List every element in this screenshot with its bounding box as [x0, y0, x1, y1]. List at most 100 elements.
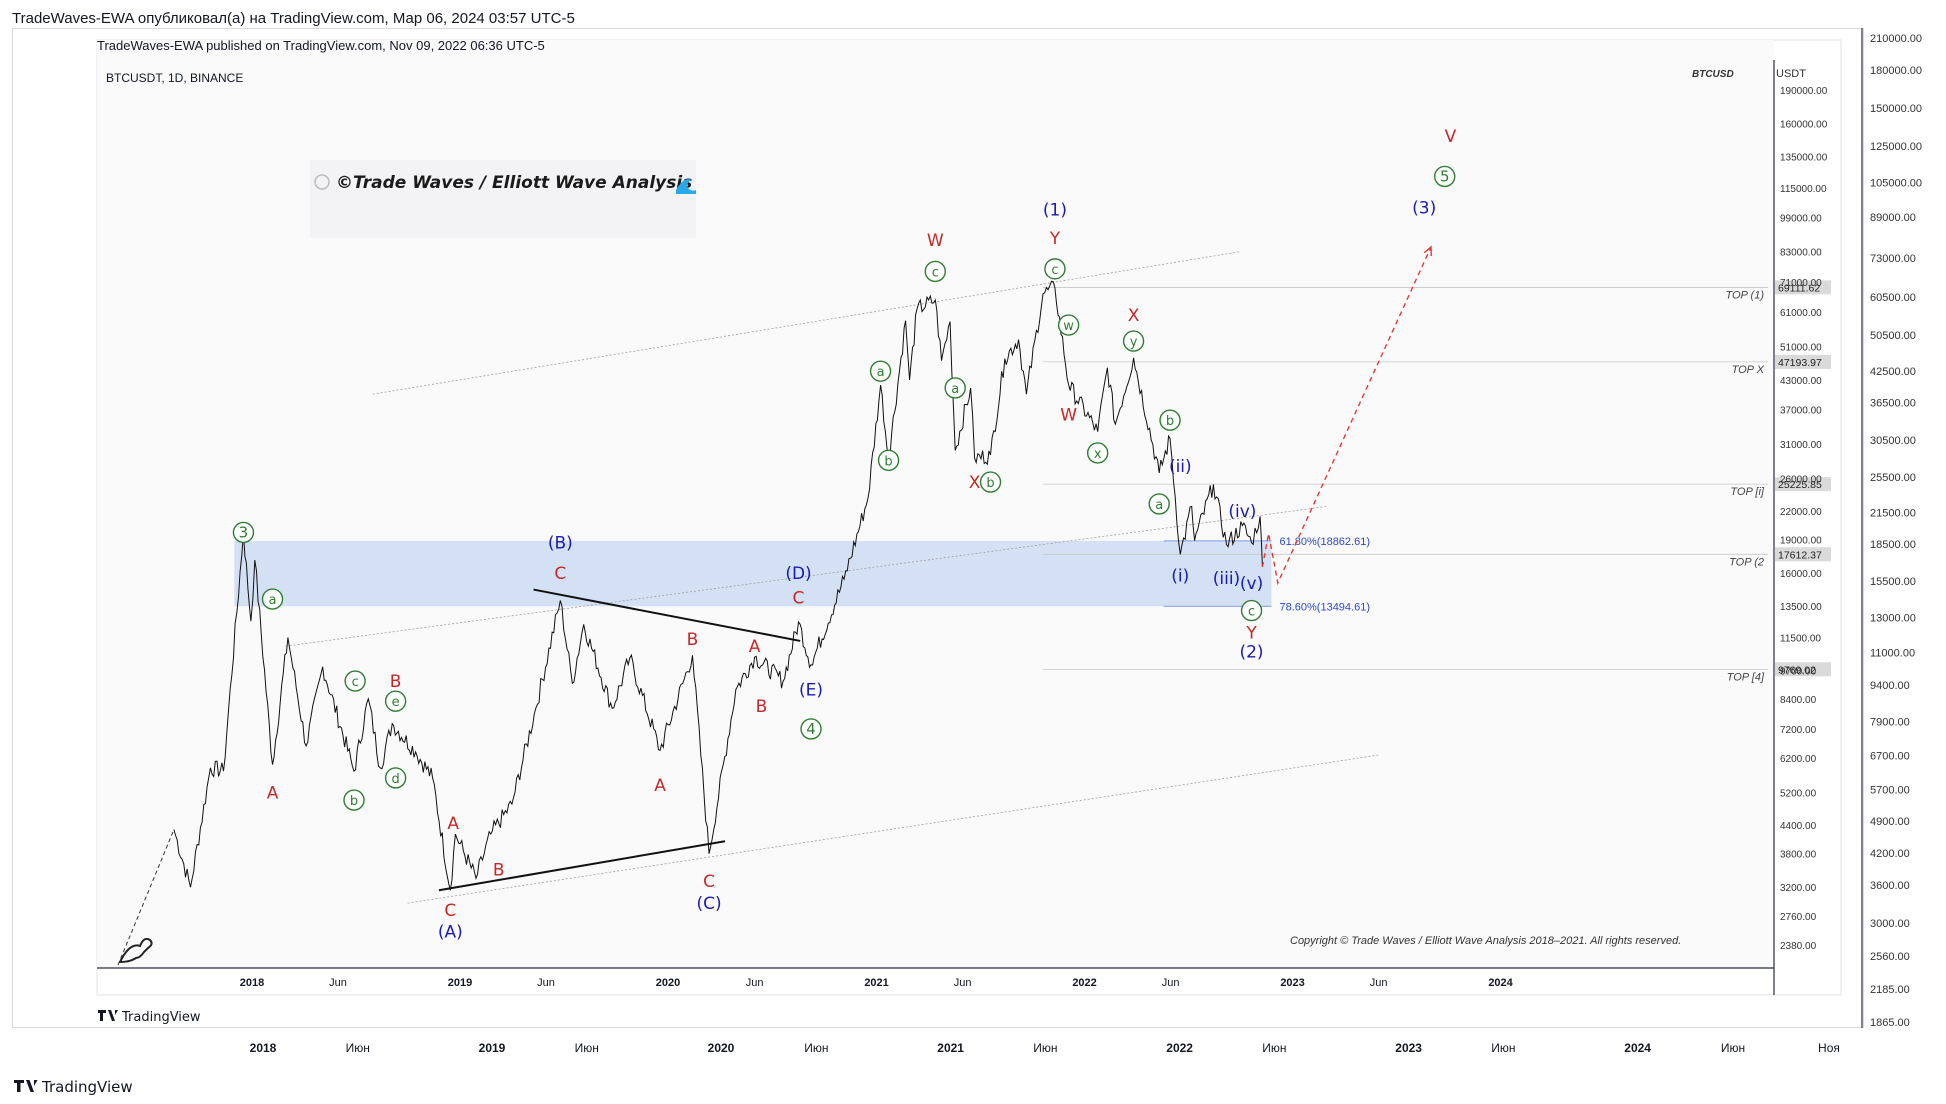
wave-circle: [261, 588, 284, 610]
y-tick-inner: 135000.00: [1780, 153, 1828, 164]
wave-label: Y: [1245, 623, 1257, 643]
wave-label: a: [269, 593, 277, 608]
wave-label: c: [1051, 263, 1058, 278]
x-tick-outer: 2018: [250, 1041, 277, 1055]
symbol-label: BTCUSDT, 1D, BINANCE: [106, 71, 243, 85]
wave-label: X: [1128, 306, 1140, 326]
logo-panel: [310, 160, 696, 238]
price-tag-bg: [1775, 662, 1831, 677]
x-tick-outer: 2022: [1166, 1041, 1193, 1055]
price-tag: 25225.85: [1778, 479, 1822, 491]
wave-label: d: [391, 772, 399, 787]
wave-label-circle: a: [869, 360, 892, 382]
wave-circle: [1057, 314, 1080, 336]
y-tick-inner: 4400.00: [1780, 821, 1817, 832]
wave-circle: [1086, 442, 1109, 464]
wave-labels: 3aAcbBedABC(A)(B)CBAC(C)ABC(D)(E)4abcWaX…: [232, 127, 1457, 943]
wave-label: b: [1166, 414, 1174, 429]
x-tick-outer: 2020: [708, 1041, 735, 1055]
lead-in-line: [117, 829, 175, 966]
outer-caption: TradeWaves-EWA опубликовал(а) на Trading…: [12, 10, 575, 27]
y-tick-outer: 9400.00: [1870, 680, 1910, 692]
x-tick-inner: Jun: [329, 977, 347, 989]
y-tick-outer: 21500.00: [1870, 508, 1916, 520]
wave-circle: [344, 670, 366, 692]
wave-label-circle: e: [384, 690, 407, 712]
wave-label-circle: c: [1044, 258, 1066, 280]
y-tick-outer: 3600.00: [1870, 880, 1910, 892]
y-tick-outer: 25500.00: [1870, 472, 1916, 484]
y-tick-inner: 2380.00: [1780, 941, 1817, 952]
wave-label: B: [390, 672, 402, 692]
wave-label: C: [554, 564, 566, 584]
y-tick-outer: 150000.00: [1870, 103, 1922, 115]
y-tick-outer: 2185.00: [1870, 984, 1910, 996]
y-tick-inner: 22000.00: [1780, 507, 1822, 518]
x-tick-inner: 2021: [864, 977, 888, 989]
y-tick-outer: 30500.00: [1870, 435, 1916, 447]
fib-zone-rect: [234, 540, 1272, 607]
level-label: TOP (1): [1725, 289, 1764, 301]
price-tag-bg: [1775, 280, 1831, 295]
wave-label: A: [749, 637, 761, 657]
y-tick-inner: 71000.00: [1780, 278, 1822, 289]
price-line: [173, 280, 1263, 891]
fib-level-label: 78.60%(13494.61): [1279, 601, 1370, 613]
wave-circle: [800, 718, 822, 740]
inner-brand: TradingView: [98, 1010, 201, 1025]
wave-label: x: [1094, 447, 1102, 462]
wave-label-circle: y: [1122, 330, 1145, 352]
y-tick-inner: 51000.00: [1780, 343, 1822, 354]
y-tick-outer: 5700.00: [1870, 784, 1910, 796]
wave-label: (3): [1412, 199, 1436, 219]
channel-lines: TOP (1) TOP X TOP [i] TOP (2 TOP [4]: [285, 251, 1768, 904]
y-tick-outer: 36500.00: [1870, 397, 1916, 409]
y-tick-outer: 73000.00: [1870, 253, 1916, 265]
wave-label-circle: w: [1057, 314, 1080, 336]
y-tick-inner: 43000.00: [1780, 376, 1822, 387]
x-tick-inner: Jun: [746, 977, 764, 989]
y-tick-inner: 6200.00: [1780, 754, 1817, 765]
x-tick-inner: Jun: [1370, 977, 1388, 989]
y-tick-inner: 160000.00: [1780, 120, 1828, 131]
wave-label: 3: [239, 523, 249, 541]
y-tick-outer: 11000.00: [1870, 647, 1915, 659]
currency-label: USDT: [1776, 68, 1806, 80]
triangle-upper-line: [533, 588, 801, 642]
channel-line: [285, 506, 1327, 647]
y-tick-outer: 210000.00: [1870, 33, 1922, 45]
wave-label-circle: x: [1086, 442, 1109, 464]
outer-brand-text: TradingView: [41, 1078, 133, 1096]
x-tick-outer: Июн: [1033, 1041, 1057, 1055]
wave-circle: [1240, 599, 1263, 622]
wave-label-circle: a: [944, 377, 966, 399]
logo-mark-icon: [314, 174, 330, 190]
y-tick-inner: 5200.00: [1780, 788, 1817, 799]
y-tick-outer: 60500.00: [1870, 292, 1916, 304]
price-tag-bg: [1775, 354, 1831, 369]
y-tick-outer: 125000.00: [1870, 141, 1922, 153]
wave-label: w: [1063, 319, 1074, 334]
y-tick-inner: 3200.00: [1780, 883, 1817, 894]
x-tick-inner: 2022: [1072, 977, 1096, 989]
x-tick-outer: Июн: [804, 1041, 828, 1055]
wave-label: Y: [1049, 229, 1061, 249]
wave-label: (B): [548, 534, 573, 554]
y-tick-outer: 42500.00: [1870, 366, 1916, 378]
x-tick-inner: Jun: [537, 977, 555, 989]
x-tick-inner: 2023: [1280, 977, 1304, 989]
y-tick-outer: 4900.00: [1870, 816, 1910, 828]
channel-line: [372, 251, 1241, 395]
y-tick-inner: 2760.00: [1780, 912, 1817, 923]
x-tick-outer: 2024: [1624, 1041, 1651, 1055]
wave-circle: [343, 789, 365, 811]
y-tick-inner: 9700.00: [1780, 667, 1817, 678]
wave-label: b: [884, 454, 892, 469]
x-tick-inner: 2018: [240, 977, 264, 989]
x-tick-inner: 2020: [656, 977, 680, 989]
y-tick-inner: 7200.00: [1780, 725, 1817, 736]
y-tick-inner: 19000.00: [1780, 535, 1822, 546]
wave-label: 5: [1440, 167, 1450, 185]
y-tick-outer: 105000.00: [1870, 177, 1922, 189]
